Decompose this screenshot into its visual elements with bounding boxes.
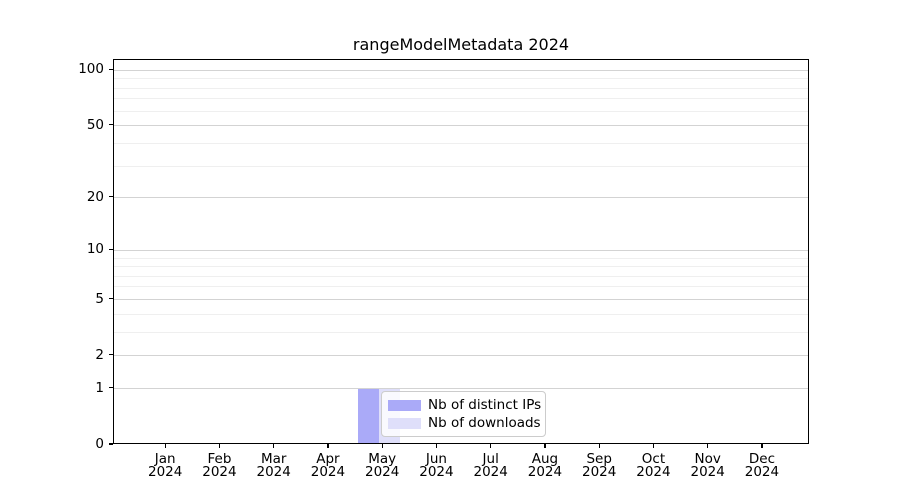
gridline bbox=[114, 355, 808, 357]
x-tick-mark bbox=[490, 444, 492, 448]
x-tick-label: Sep 2024 bbox=[582, 451, 617, 480]
gridline bbox=[114, 266, 808, 268]
y-tick-mark bbox=[109, 196, 113, 198]
y-tick-label: 1 bbox=[95, 379, 104, 396]
x-tick-label: Jan 2024 bbox=[148, 451, 183, 480]
gridline bbox=[114, 142, 808, 144]
gridline bbox=[114, 78, 808, 80]
x-tick-label: Apr 2024 bbox=[310, 451, 346, 480]
gridline bbox=[114, 275, 808, 277]
legend-entry-downloads: Nb of downloads bbox=[388, 415, 541, 431]
x-tick-mark bbox=[435, 444, 438, 448]
x-tick-label: May 2024 bbox=[365, 451, 400, 480]
x-tick-label: Oct 2024 bbox=[636, 451, 671, 480]
legend-swatch-downloads bbox=[388, 417, 421, 429]
gridline bbox=[114, 299, 808, 300]
x-tick-label: Feb 2024 bbox=[202, 451, 237, 480]
gridline bbox=[114, 331, 808, 333]
x-tick-mark bbox=[544, 444, 546, 448]
plot-area: Nb of distinct IPs Nb of downloads bbox=[113, 59, 809, 444]
y-tick-mark bbox=[109, 248, 113, 250]
x-tick-mark bbox=[761, 444, 763, 448]
gridline bbox=[114, 286, 808, 288]
x-tick-mark bbox=[164, 444, 166, 448]
x-tick-label: Dec 2024 bbox=[744, 451, 780, 480]
x-tick-mark bbox=[598, 444, 600, 448]
gridline bbox=[114, 388, 808, 390]
x-tick-mark bbox=[218, 444, 221, 448]
gridline bbox=[114, 125, 808, 127]
x-tick-label: Jul 2024 bbox=[473, 451, 508, 480]
y-tick-mark bbox=[109, 443, 113, 445]
y-tick-label: 20 bbox=[86, 188, 104, 205]
x-tick-mark bbox=[327, 444, 329, 448]
x-tick-mark bbox=[652, 444, 655, 448]
x-tick-label: Nov 2024 bbox=[690, 451, 725, 480]
chart-title: rangeModelMetadata 2024 bbox=[352, 35, 570, 54]
y-tick-label: 2 bbox=[95, 346, 104, 363]
legend-label-downloads: Nb of downloads bbox=[428, 415, 541, 431]
gridline bbox=[114, 98, 808, 100]
y-tick-label: 0 bbox=[95, 436, 104, 452]
gridline bbox=[114, 69, 808, 71]
y-tick-mark bbox=[109, 354, 113, 356]
y-tick-mark bbox=[109, 297, 113, 300]
gridline bbox=[114, 313, 808, 315]
gridline bbox=[114, 110, 808, 112]
gridline bbox=[114, 87, 808, 89]
gridline bbox=[114, 165, 808, 167]
bars-layer bbox=[114, 60, 808, 444]
y-tick-label: 5 bbox=[95, 290, 104, 307]
y-tick-mark bbox=[109, 387, 113, 389]
y-tick-label: 10 bbox=[86, 241, 104, 258]
legend-swatch-distinct-ips bbox=[388, 399, 421, 411]
x-tick-mark bbox=[381, 444, 383, 448]
y-tick-label: 100 bbox=[78, 61, 104, 78]
legend-entry-distinct-ips: Nb of distinct IPs bbox=[388, 397, 542, 413]
x-tick-label: Jun 2024 bbox=[419, 451, 454, 480]
bar-distinct-ips-may bbox=[358, 388, 380, 444]
y-tick-mark bbox=[109, 124, 113, 126]
legend: Nb of distinct IPs Nb of downloads bbox=[381, 391, 546, 437]
x-tick-label: Aug 2024 bbox=[527, 451, 563, 480]
gridline bbox=[114, 257, 808, 259]
gridline bbox=[114, 249, 808, 251]
legend-label-distinct-ips: Nb of distinct IPs bbox=[428, 397, 542, 413]
y-tick-label: 50 bbox=[86, 116, 104, 133]
x-tick-label: Mar 2024 bbox=[256, 451, 291, 480]
gridlines-layer bbox=[114, 60, 808, 443]
x-tick-mark bbox=[273, 444, 275, 448]
x-tick-mark bbox=[707, 444, 709, 448]
y-tick-mark bbox=[109, 68, 113, 70]
gridline bbox=[114, 197, 808, 199]
